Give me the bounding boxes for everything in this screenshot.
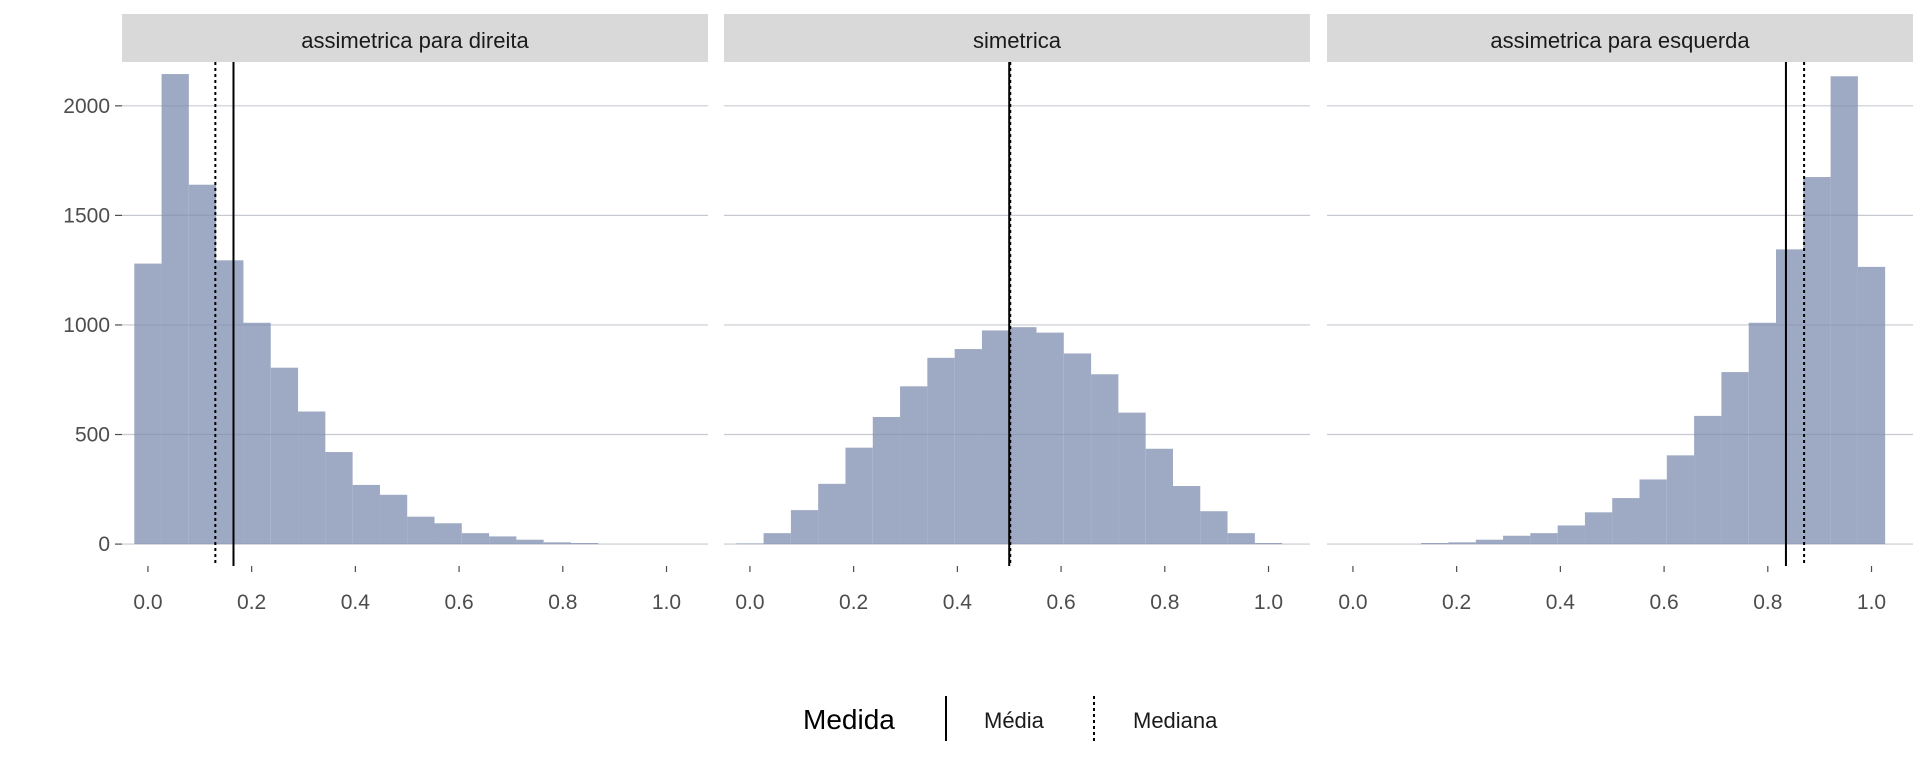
panels: assimetrica para direita 0.0 0.2 0.4 0.6 0.8 1…	[122, 14, 1913, 614]
x-tick-label: 0.6	[1046, 591, 1075, 614]
histogram-bar	[1200, 511, 1228, 545]
histogram-bar	[736, 543, 764, 545]
histogram-bar	[845, 447, 873, 545]
histogram-bar	[298, 411, 326, 545]
histogram-bar	[1584, 512, 1613, 545]
histogram-bar	[243, 322, 271, 545]
y-tick-label: 0	[98, 533, 110, 556]
histogram-bar	[1448, 542, 1476, 545]
histogram-bar	[1830, 76, 1858, 545]
histogram-bar	[1557, 525, 1585, 545]
histogram-bar	[818, 483, 846, 545]
x-tick-label: 0.8	[1753, 591, 1782, 614]
strip-title: assimetrica para esquerda	[1490, 28, 1750, 53]
panel-simetrica: simetrica 0.0 0.2 0.4 0.6 0.8 1.0	[724, 14, 1310, 614]
legend-label-mediana: Mediana	[1133, 708, 1218, 733]
histogram-bar	[407, 516, 435, 545]
histogram-bar	[1475, 539, 1504, 545]
histogram-bar	[872, 416, 901, 545]
strip-title: simetrica	[973, 28, 1062, 53]
histogram-bar	[1145, 448, 1173, 545]
histogram-bar	[543, 542, 571, 545]
histogram-bar	[1721, 372, 1749, 545]
y-tick-label: 1500	[63, 204, 110, 227]
histogram-bar	[161, 74, 189, 545]
histogram-bar	[1172, 486, 1201, 545]
histogram-bar	[981, 330, 1010, 545]
histogram-bar	[1036, 332, 1064, 545]
histogram-bar	[1694, 415, 1722, 545]
x-tick-label: 0.4	[1546, 591, 1576, 614]
strip-background	[1327, 14, 1913, 62]
histogram-bar	[216, 260, 244, 545]
histogram-bar	[1530, 533, 1558, 545]
x-tick-label: 0.2	[1442, 591, 1471, 614]
x-tick-label: 1.0	[652, 591, 681, 614]
histogram-bar	[1254, 542, 1283, 545]
histogram-bar	[1009, 327, 1037, 545]
x-tick-label: 0.0	[735, 591, 764, 614]
histogram-bar	[188, 184, 217, 545]
histogram-bar	[434, 523, 462, 545]
x-tick-label: 0.4	[341, 591, 371, 614]
x-tick-label: 0.2	[237, 591, 266, 614]
histogram-bar	[900, 386, 928, 545]
x-tick-label: 0.0	[133, 591, 162, 614]
y-tick-label: 500	[75, 424, 110, 447]
x-tick-label: 1.0	[1857, 591, 1886, 614]
y-tick-label: 1000	[63, 314, 110, 337]
strip-background	[122, 14, 708, 62]
y-tick-label: 2000	[63, 95, 110, 118]
histogram-bar	[927, 357, 955, 545]
x-tick-label: 0.6	[444, 591, 473, 614]
histogram-bar	[1091, 374, 1119, 545]
histogram-bar	[1748, 322, 1776, 545]
x-tick-label: 0.0	[1338, 591, 1367, 614]
histogram-bar	[461, 533, 490, 545]
histogram-bar	[790, 510, 819, 545]
histogram-bar	[1118, 412, 1146, 545]
y-axis: 0 500 1000 1500 2000	[63, 95, 122, 556]
x-tick-label: 0.6	[1649, 591, 1678, 614]
legend-title: Medida	[803, 704, 895, 735]
histogram-bar	[516, 539, 544, 545]
histogram-bar	[1639, 479, 1667, 545]
panel-assimetrica-para-direita: assimetrica para direita 0.0 0.2 0.4 0.6 0.8 1…	[122, 14, 708, 614]
histogram-bar	[1503, 535, 1531, 545]
histogram-bar	[270, 367, 299, 545]
histogram-bar	[1775, 249, 1804, 545]
legend-label-media: Média	[984, 708, 1045, 733]
histogram-bar	[954, 349, 982, 545]
x-tick-label: 0.4	[943, 591, 973, 614]
histogram-bar	[1063, 353, 1092, 545]
histogram-bar	[325, 452, 353, 545]
x-tick-label: 0.8	[1150, 591, 1179, 614]
histogram-bar	[1666, 455, 1695, 545]
histogram-bar	[570, 542, 599, 545]
x-tick-label: 0.8	[548, 591, 577, 614]
histogram-bar	[1227, 533, 1255, 545]
x-tick-label: 0.2	[839, 591, 868, 614]
histogram-bar	[489, 536, 517, 545]
histogram-bar	[763, 533, 791, 545]
x-tick-label: 1.0	[1254, 591, 1283, 614]
histogram-bar	[1612, 498, 1640, 545]
legend: Medida Média Mediana	[803, 696, 1218, 741]
strip-background	[724, 14, 1310, 62]
histogram-bar	[134, 263, 162, 545]
histogram-bar	[1857, 266, 1886, 545]
strip-title: assimetrica para direita	[301, 28, 529, 53]
histogram-bar	[352, 484, 380, 545]
histogram-bar	[1421, 542, 1449, 545]
panel-assimetrica-para-esquerda: assimetrica para esquerda 0.0 0.2 0.4 0.6 0.8…	[1327, 14, 1913, 614]
histogram-bar	[379, 494, 408, 545]
histogram-bar	[1803, 177, 1831, 545]
